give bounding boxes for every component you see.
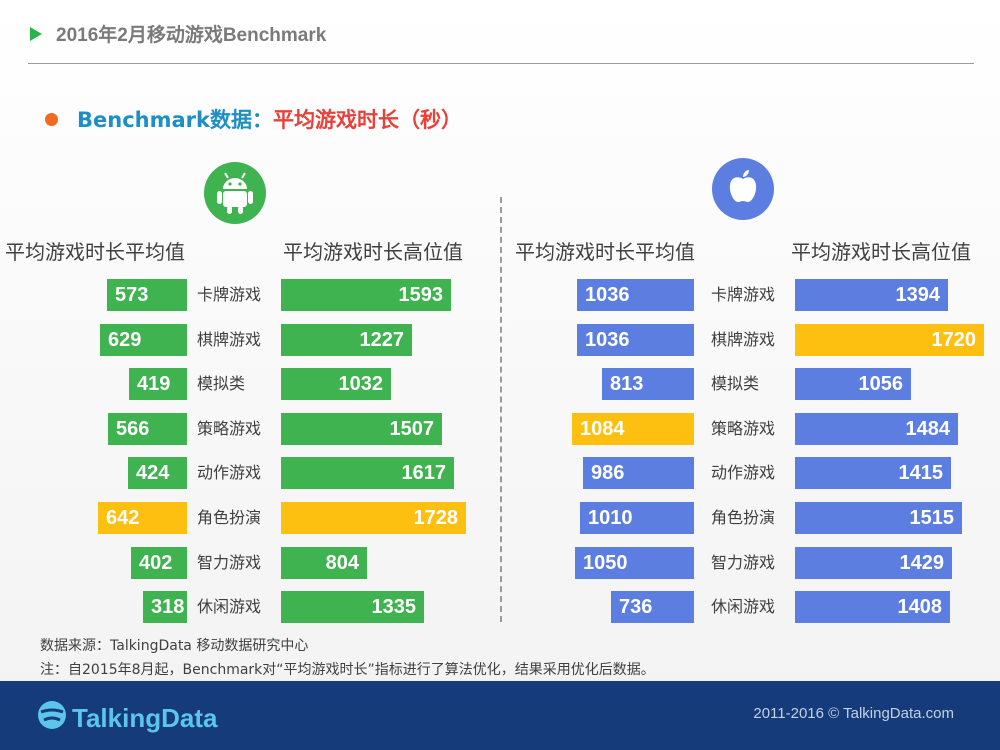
ios-category-label: 智力游戏 — [711, 553, 776, 572]
android-high-bar: 1335 — [281, 591, 424, 623]
android-avg-bar: 419 — [129, 368, 187, 400]
ios-category-label: 角色扮演 — [711, 508, 776, 527]
android-category-label: 角色扮演 — [197, 508, 262, 527]
subtitle-metric: 平均游戏时长（秒） — [272, 108, 462, 132]
page-title: 2016年2月移动游戏Benchmark — [56, 25, 327, 46]
android-avg-bar: 573 — [107, 279, 187, 311]
android-high-header: 平均游戏时长高位值 — [283, 240, 463, 264]
source-note: 数据来源：TalkingData 移动数据研究中心 — [40, 638, 309, 654]
ios-high-bar: 1720 — [795, 324, 984, 356]
ios-avg-bar: 986 — [583, 457, 694, 489]
ios-avg-bar: 813 — [602, 368, 694, 400]
android-category-label: 动作游戏 — [197, 463, 262, 482]
ios-avg-bar: 1050 — [575, 547, 694, 579]
ios-category-label: 休闲游戏 — [711, 597, 776, 616]
ios-avg-bar: 1036 — [577, 324, 694, 356]
remark-note: 注：自2015年8月起，Benchmark对“平均游戏时长”指标进行了算法优化，… — [40, 662, 655, 678]
ios-avg-bar: 1036 — [577, 279, 694, 311]
apple-icon — [712, 158, 774, 220]
subtitle-prefix: Benchmark数据： — [77, 108, 273, 132]
android-high-bar: 1507 — [281, 413, 442, 445]
android-high-bar: 1593 — [281, 279, 451, 311]
copyright-text: 2011-2016 © TalkingData.com — [753, 705, 954, 722]
footer-bar: TalkingData 2011-2016 © TalkingData.com — [0, 681, 1000, 750]
ios-avg-bar: 1010 — [580, 502, 694, 534]
ios-high-bar: 1408 — [795, 591, 950, 623]
ios-category-label: 动作游戏 — [711, 463, 776, 482]
android-category-label: 策略游戏 — [197, 419, 262, 438]
android-high-bar: 1728 — [281, 502, 466, 534]
android-avg-bar: 402 — [131, 547, 187, 579]
subtitle-text: Benchmark数据：平均游戏时长（秒） — [77, 104, 462, 134]
logo-mark-icon — [38, 701, 66, 729]
ios-high-bar: 1515 — [795, 502, 962, 534]
ios-category-label: 模拟类 — [711, 374, 760, 393]
ios-category-label: 策略游戏 — [711, 419, 776, 438]
android-robot-icon — [204, 162, 266, 224]
android-avg-header: 平均游戏时长平均值 — [5, 240, 185, 264]
android-category-label: 卡牌游戏 — [197, 285, 262, 304]
ios-avg-bar: 1084 — [572, 413, 694, 445]
ios-high-bar: 1394 — [795, 279, 948, 311]
ios-category-label: 棋牌游戏 — [711, 330, 776, 349]
android-avg-bar: 642 — [98, 502, 187, 534]
android-high-bar: 1032 — [281, 368, 391, 400]
ios-high-header: 平均游戏时长高位值 — [791, 240, 971, 264]
android-category-label: 智力游戏 — [197, 553, 262, 572]
platform-divider — [500, 197, 502, 622]
ios-high-bar: 1415 — [795, 457, 951, 489]
android-category-label: 休闲游戏 — [197, 597, 262, 616]
ios-avg-bar: 736 — [611, 591, 694, 623]
bullet-dot-icon — [45, 113, 58, 126]
play-triangle-icon — [30, 27, 42, 41]
android-avg-bar: 318 — [143, 591, 187, 623]
ios-high-bar: 1484 — [795, 413, 958, 445]
android-high-bar: 1227 — [281, 324, 412, 356]
ios-high-bar: 1056 — [795, 368, 911, 400]
header-bar: 2016年2月移动游戏Benchmark — [0, 0, 1000, 70]
ios-avg-header: 平均游戏时长平均值 — [515, 240, 695, 264]
android-high-bar: 804 — [281, 547, 367, 579]
android-avg-bar: 424 — [128, 457, 187, 489]
header-divider — [28, 63, 974, 64]
android-avg-bar: 629 — [100, 324, 187, 356]
logo-text: TalkingData — [72, 703, 218, 733]
android-category-label: 棋牌游戏 — [197, 330, 262, 349]
android-high-bar: 1617 — [281, 457, 454, 489]
ios-category-label: 卡牌游戏 — [711, 285, 776, 304]
ios-high-bar: 1429 — [795, 547, 952, 579]
android-avg-bar: 566 — [108, 413, 187, 445]
android-category-label: 模拟类 — [197, 374, 246, 393]
